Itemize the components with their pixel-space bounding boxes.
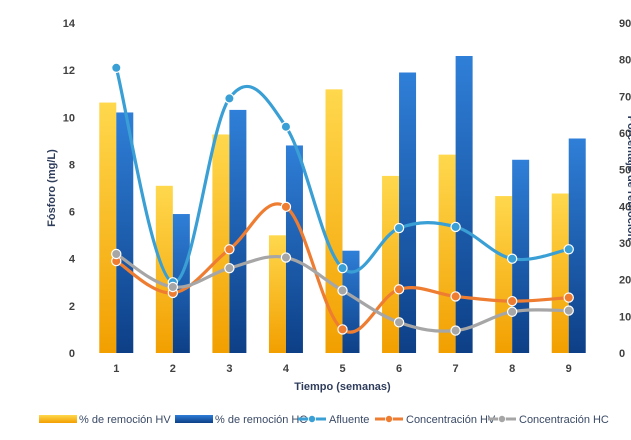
x-tick-label: 8 xyxy=(509,363,515,375)
point-afluente-1 xyxy=(111,62,122,73)
y2-tick-label: 0 xyxy=(619,348,625,360)
y-tick-label: 0 xyxy=(69,348,75,360)
bar-hv-8 xyxy=(495,196,513,353)
legend-label: % de remoción HC xyxy=(215,414,307,426)
bar-hc-2 xyxy=(172,214,190,353)
point-concentracion-hv-5 xyxy=(337,324,348,335)
legend-swatch-marker xyxy=(384,414,393,423)
point-afluente-8 xyxy=(506,253,518,264)
point-afluente-3 xyxy=(224,93,235,104)
x-tick-label: 6 xyxy=(396,363,402,375)
y-tick-label: 2 xyxy=(69,301,75,313)
point-concentracion-hv-6 xyxy=(393,284,405,295)
point-concentracion-hc-8 xyxy=(506,306,518,317)
point-concentracion-hc-1 xyxy=(111,248,122,260)
x-tick-label: 3 xyxy=(226,363,232,375)
y-axis-title: Fósforo (mg/L) xyxy=(46,149,58,227)
point-concentracion-hc-2 xyxy=(167,281,179,293)
point-concentracion-hv-8 xyxy=(506,295,518,307)
bar-hc-4 xyxy=(285,145,303,353)
point-concentracion-hv-4 xyxy=(280,201,292,213)
legend-label: Concentración HV xyxy=(406,414,496,426)
legend-item-4: Concentración HV xyxy=(375,414,496,426)
point-afluente-6 xyxy=(393,222,405,234)
y-tick-label: 10 xyxy=(63,112,75,124)
legend-swatch xyxy=(175,415,213,423)
x-axis-title: Tiempo (semanas) xyxy=(294,381,391,393)
bar-hc-6 xyxy=(399,72,417,353)
x-tick-label: 9 xyxy=(566,363,572,375)
legend-swatch-marker xyxy=(307,414,316,423)
y2-tick-label: 60 xyxy=(619,128,631,140)
legend-swatch xyxy=(39,415,77,423)
bar-hv-7 xyxy=(438,154,456,353)
bar-hv-3 xyxy=(212,134,230,353)
bar-hv-5 xyxy=(325,89,343,353)
y2-tick-label: 10 xyxy=(619,311,631,323)
x-tick-label: 1 xyxy=(113,363,119,375)
legend-item-5: Concentración HC xyxy=(488,414,609,426)
legend-item-1: % de remoción HV xyxy=(39,414,171,426)
y-tick-label: 12 xyxy=(63,65,75,77)
point-afluente-5 xyxy=(337,262,348,274)
point-concentracion-hv-3 xyxy=(224,244,235,255)
y2-axis-title: Porcentaje de remoción xyxy=(625,116,631,241)
point-afluente-4 xyxy=(280,121,292,132)
legend-label: % de remoción HV xyxy=(79,414,171,426)
point-concentracion-hv-7 xyxy=(450,291,461,302)
bar-hv-1 xyxy=(99,102,117,353)
y2-tick-label: 40 xyxy=(619,201,631,213)
y-tick-label: 8 xyxy=(69,159,75,171)
y2-tick-label: 50 xyxy=(619,165,631,177)
point-afluente-7 xyxy=(450,221,461,233)
bar-hv-9 xyxy=(551,193,569,353)
y-tick-label: 6 xyxy=(69,207,75,219)
bar-hv-4 xyxy=(268,235,286,353)
bar-hc-7 xyxy=(455,56,473,353)
point-concentracion-hc-9 xyxy=(563,305,574,316)
y2-tick-label: 30 xyxy=(619,238,631,250)
x-tick-label: 5 xyxy=(339,363,345,375)
legend-label: Concentración HC xyxy=(519,414,609,426)
point-concentracion-hc-4 xyxy=(280,252,292,263)
legend-item-2: % de remoción HC xyxy=(175,414,307,426)
x-tick-label: 4 xyxy=(283,363,290,375)
y2-tick-label: 80 xyxy=(619,55,631,67)
bar-hc-1 xyxy=(116,112,134,353)
legend-item-3: Afluente xyxy=(298,414,369,426)
point-afluente-9 xyxy=(563,244,574,255)
point-concentracion-hc-7 xyxy=(450,325,461,336)
y2-tick-label: 90 xyxy=(619,18,631,30)
y-tick-label: 14 xyxy=(63,18,76,30)
legend-label: Afluente xyxy=(329,414,369,426)
legend-swatch-marker xyxy=(497,414,506,423)
bar-hc-3 xyxy=(229,109,247,354)
x-tick-label: 2 xyxy=(170,363,176,375)
x-tick-label: 7 xyxy=(453,363,459,375)
bar-hv-6 xyxy=(382,175,400,353)
y-tick-label: 4 xyxy=(69,254,76,266)
point-concentracion-hc-3 xyxy=(224,262,235,274)
y2-tick-label: 20 xyxy=(619,275,631,287)
bar-hc-8 xyxy=(512,159,530,353)
point-concentracion-hv-9 xyxy=(563,292,574,303)
point-concentracion-hc-6 xyxy=(393,317,405,328)
y2-tick-label: 70 xyxy=(619,91,631,103)
point-concentracion-hc-5 xyxy=(337,285,348,296)
